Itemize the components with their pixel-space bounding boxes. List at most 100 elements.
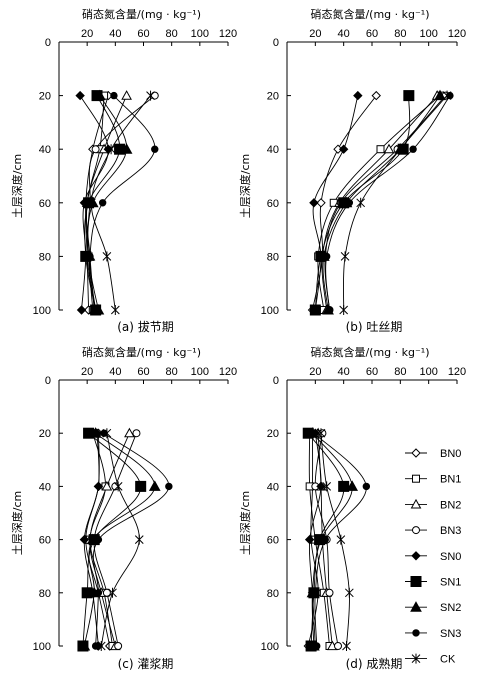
- panel-4: 硝态氮含量/(mg · kg⁻¹) 土层深度/cm 20 40 60 80 100 120 0 2…: [238, 345, 466, 671]
- data-point-sn0: [316, 481, 326, 492]
- y-tick-label: 20: [267, 91, 279, 103]
- data-point-bn3: [91, 145, 100, 154]
- data-point-sn0: [76, 305, 87, 315]
- data-point-ck: [395, 144, 405, 155]
- data-point-sn1: [403, 90, 415, 102]
- data-point-bn3: [102, 588, 111, 597]
- data-point-bn3: [114, 642, 123, 650]
- series-sn3: [91, 429, 173, 650]
- data-point-sn2: [434, 89, 446, 101]
- legend-marker: [411, 551, 421, 561]
- y-tick-label: 100: [261, 305, 279, 317]
- data-point-sn0: [309, 198, 319, 208]
- legend-label: SN0: [440, 551, 461, 563]
- x-tick-label: 40: [338, 366, 350, 378]
- y-tick-label: 100: [33, 641, 51, 653]
- data-point-sn3: [94, 589, 103, 597]
- y-tick-label: 40: [39, 144, 51, 156]
- series-ck: [316, 428, 354, 651]
- y-tick-label: 0: [45, 375, 51, 387]
- y-tick-label: 80: [39, 251, 51, 263]
- data-point-sn2: [93, 89, 106, 101]
- y-tick-label: 20: [267, 428, 279, 440]
- legend-item-sn1: SN1: [405, 576, 461, 589]
- series-line-sn1: [314, 95, 411, 311]
- data-point-ck: [106, 144, 116, 155]
- data-point-ck: [87, 197, 96, 208]
- x-axis-title: 硝态氮含量/(mg · kg⁻¹): [82, 7, 201, 21]
- data-point-ck: [342, 641, 351, 651]
- x-tick-label: 20: [81, 28, 93, 40]
- data-point-sn2: [148, 480, 161, 491]
- data-point-sn3: [151, 145, 159, 153]
- series-sn3: [86, 91, 159, 314]
- data-point-bn3: [334, 642, 342, 650]
- y-axis-title: 土层深度/cm: [238, 154, 252, 218]
- legend-item-bn3: BN3: [405, 525, 461, 537]
- series-ck: [87, 90, 155, 315]
- legend-item-bn0: BN0: [405, 448, 461, 460]
- data-point-sn0: [79, 534, 90, 545]
- x-tick-label: 20: [309, 28, 321, 40]
- legend-marker: [411, 653, 421, 664]
- series-sn3: [310, 429, 371, 650]
- series-sn2: [78, 427, 161, 651]
- x-tick-label: 80: [166, 28, 178, 40]
- data-point-sn3: [345, 199, 354, 207]
- data-point-ck: [110, 305, 120, 315]
- data-point-sn3: [311, 589, 320, 597]
- data-point-sn2: [120, 143, 133, 154]
- x-tick-label: 80: [394, 28, 406, 40]
- legend-label: BN2: [440, 499, 461, 511]
- x-tick-label: 60: [366, 366, 378, 378]
- data-point-ck: [146, 90, 155, 101]
- data-point-bn3: [325, 588, 334, 597]
- data-point-sn0: [75, 90, 85, 101]
- legend-marker: [410, 601, 422, 612]
- series-line-sn2: [83, 432, 156, 647]
- x-tick-label: 40: [338, 28, 350, 40]
- legend-marker: [412, 629, 420, 637]
- y-tick-label: 0: [273, 375, 279, 387]
- data-point-sn0: [353, 90, 363, 101]
- y-tick-label: 40: [267, 144, 279, 156]
- x-tick-label: 20: [81, 366, 93, 378]
- y-axis-title: 土层深度/cm: [238, 491, 252, 555]
- data-point-ck: [356, 197, 366, 208]
- data-point-sn3: [310, 429, 318, 437]
- legend: BN0 BN1 BN2 BN3 SN0 SN1 SN2 SN3 CK: [405, 448, 461, 666]
- legend-item-ck: CK: [405, 654, 456, 666]
- y-tick-label: 60: [39, 535, 51, 547]
- x-tick-label: 100: [191, 28, 209, 40]
- data-point-sn3: [91, 306, 100, 314]
- data-point-ck: [134, 534, 144, 545]
- x-axis-title: 硝态氮含量/(mg · kg⁻¹): [310, 345, 429, 359]
- x-tick-label: 120: [219, 28, 237, 40]
- data-point-bn0: [371, 90, 381, 101]
- data-point-bn2: [121, 90, 132, 100]
- y-axis-title: 土层深度/cm: [10, 154, 24, 218]
- data-point-sn2: [89, 427, 102, 438]
- data-point-bn2: [101, 480, 113, 491]
- data-point-sn1: [135, 480, 147, 492]
- data-point-ck: [336, 534, 346, 545]
- legend-label: CK: [440, 654, 456, 666]
- x-axis-title: 硝态氮含量/(mg · kg⁻¹): [82, 345, 201, 359]
- legend-marker: [412, 526, 420, 535]
- legend-label: SN2: [440, 602, 461, 614]
- series-line-ck: [342, 95, 448, 311]
- panel-caption: (c) 灌浆期: [118, 656, 174, 671]
- y-tick-label: 60: [267, 198, 279, 210]
- y-tick-label: 80: [267, 588, 279, 600]
- y-tick-label: 100: [261, 641, 279, 653]
- data-point-sn1: [338, 480, 350, 492]
- x-tick-label: 100: [419, 366, 437, 378]
- legend-marker: [412, 474, 420, 483]
- data-point-bn3: [132, 429, 141, 438]
- x-tick-label: 60: [137, 366, 149, 378]
- legend-label: SN1: [440, 577, 461, 589]
- data-point-sn0: [304, 534, 315, 545]
- x-tick-label: 80: [166, 366, 178, 378]
- data-point-sn0: [338, 144, 349, 154]
- legend-label: BN3: [440, 525, 461, 537]
